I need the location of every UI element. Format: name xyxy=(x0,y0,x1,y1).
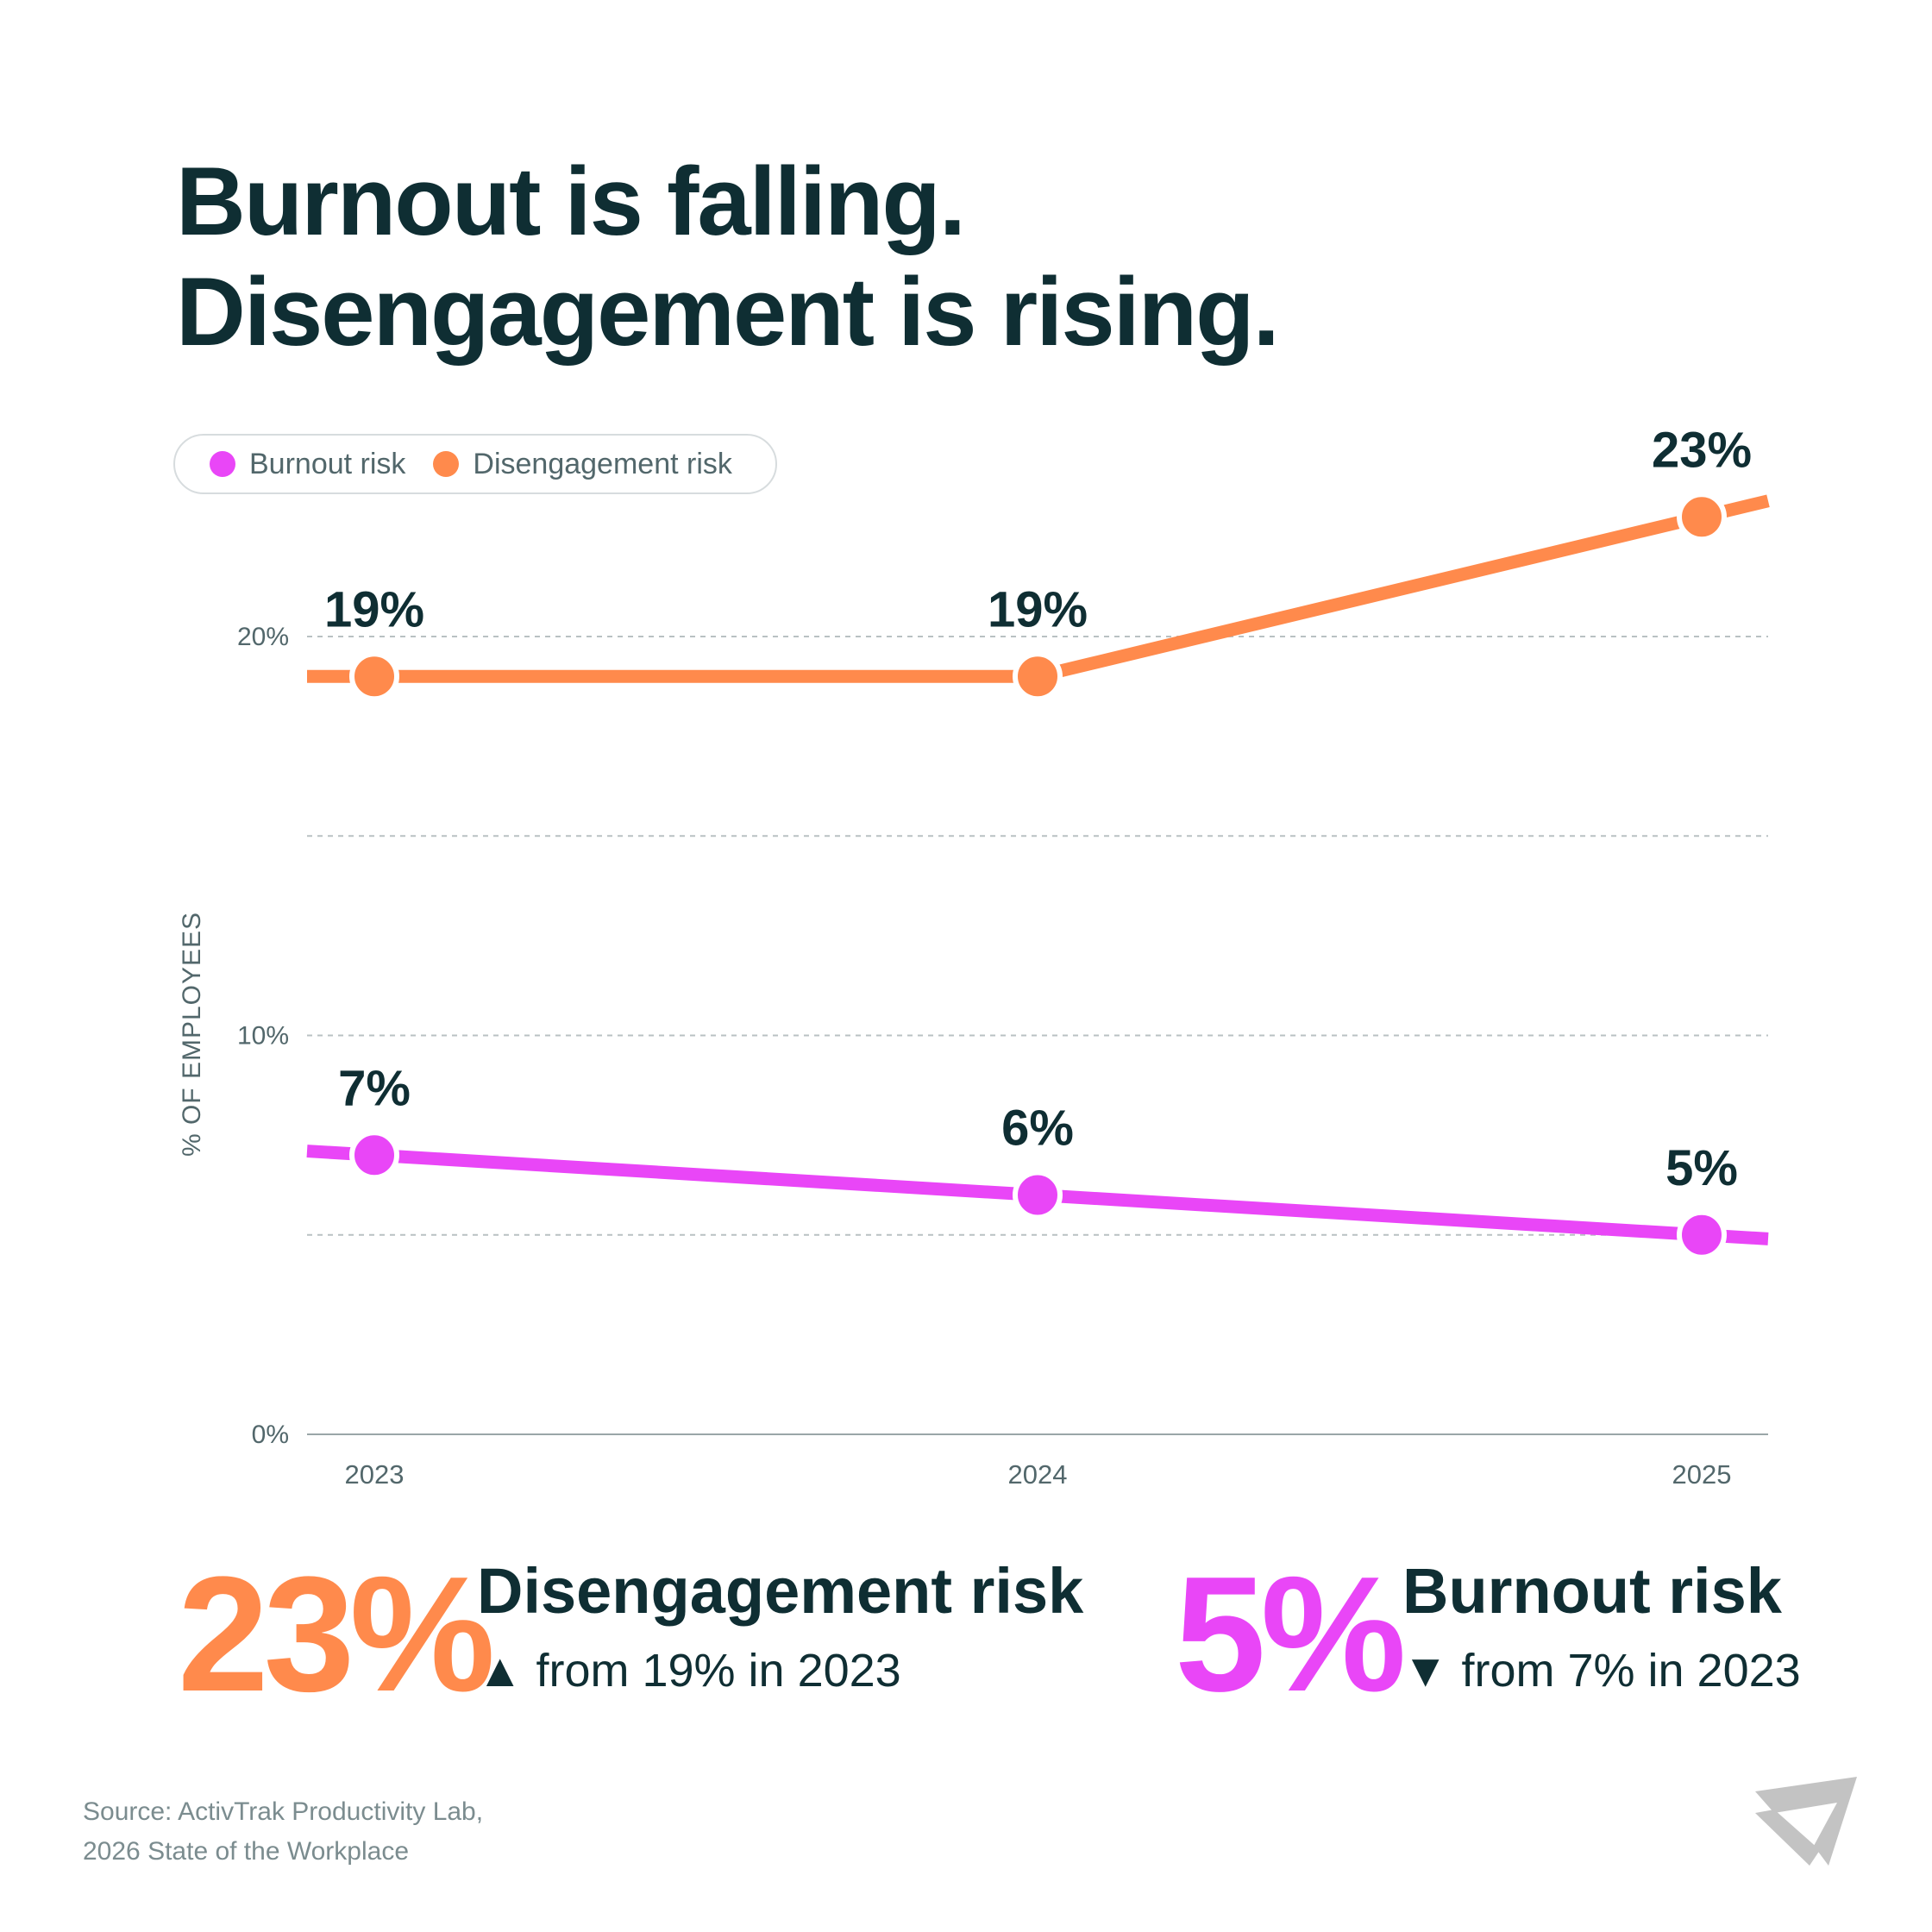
activtrak-logo-icon xyxy=(1755,1777,1857,1866)
data-label: 19% xyxy=(324,581,424,637)
data-point xyxy=(1677,492,1727,543)
chart-title: Burnout is falling. Disengagement is ris… xyxy=(176,147,1280,367)
legend-item-disengagement: Disengagement risk xyxy=(433,447,732,481)
data-point xyxy=(1677,1209,1727,1260)
legend-label: Disengagement risk xyxy=(473,447,732,480)
arrow-down-icon: ▼ xyxy=(1402,1645,1449,1697)
data-label: 5% xyxy=(1665,1140,1738,1196)
data-label: 19% xyxy=(988,581,1088,637)
burnout-stat-sub: ▼ from 7% in 2023 xyxy=(1402,1647,1801,1694)
y-tick-label: 10% xyxy=(237,1022,289,1051)
source-note: Source: ActivTrak Productivity Lab, 2026… xyxy=(83,1792,483,1872)
disengagement-stat-sub: ▲ from 19% in 2023 xyxy=(477,1647,901,1694)
legend: Burnout risk Disengagement risk xyxy=(173,434,777,494)
y-axis-label: % OF EMPLOYEES xyxy=(178,911,206,1157)
title-line-1: Burnout is falling. xyxy=(176,147,966,255)
burnout-change: from 7% in 2023 xyxy=(1461,1645,1801,1697)
source-line-2: 2026 State of the Workplace xyxy=(83,1837,410,1866)
burnout-dot-icon xyxy=(210,451,235,477)
y-tick-label: 20% xyxy=(237,623,289,651)
disengagement-change: from 19% in 2023 xyxy=(536,1645,901,1697)
disengagement-dot-icon xyxy=(433,451,460,477)
legend-label: Burnout risk xyxy=(249,447,406,480)
source-line-1: Source: ActivTrak Productivity Lab, xyxy=(83,1797,484,1826)
data-label: 23% xyxy=(1652,422,1752,478)
title-line-2: Disengagement is rising. xyxy=(176,258,1280,366)
disengagement-big-value: 23% xyxy=(178,1543,495,1726)
data-point xyxy=(349,651,399,702)
data-label: 7% xyxy=(338,1060,411,1116)
line-chart: 0% 10% 20% 2023 2024 2025 19% 19% 23% 7% 6% 5% xyxy=(237,422,1770,1490)
data-point xyxy=(1013,651,1063,702)
disengagement-stat-label: Disengagement risk xyxy=(477,1555,1084,1627)
x-tick-label: 2025 xyxy=(1672,1459,1732,1490)
data-point xyxy=(1013,1170,1063,1220)
burnout-stat-label: Burnout risk xyxy=(1402,1555,1782,1627)
arrow-up-icon: ▲ xyxy=(477,1645,524,1697)
x-tick-label: 2023 xyxy=(345,1459,405,1490)
data-point xyxy=(349,1130,399,1181)
legend-item-burnout: Burnout risk xyxy=(210,448,405,481)
x-tick-label: 2024 xyxy=(1008,1459,1068,1490)
burnout-big-value: 5% xyxy=(1175,1543,1407,1726)
y-tick-label: 0% xyxy=(252,1421,289,1449)
data-label: 6% xyxy=(1001,1101,1074,1157)
